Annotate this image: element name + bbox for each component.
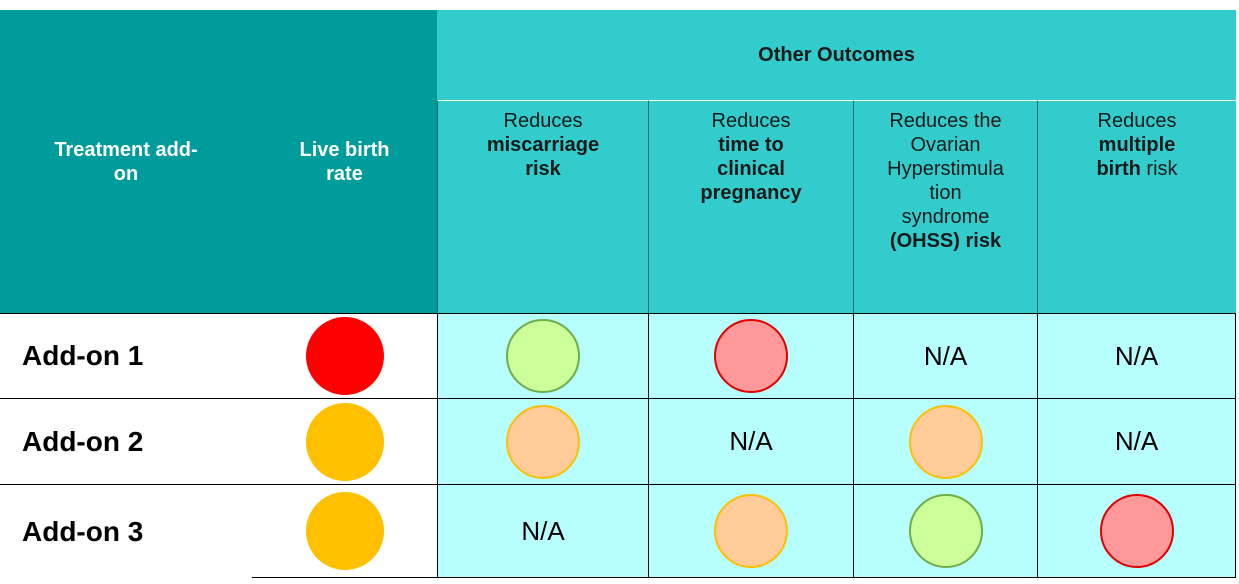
header-line: rate — [326, 162, 363, 186]
table-cell: N/A — [648, 398, 853, 484]
table-cell: N/A — [1037, 398, 1236, 484]
header-text: syndrome — [901, 206, 990, 228]
header-text: Treatment add- — [54, 138, 198, 161]
header-line: Treatment add- — [54, 138, 197, 162]
row-label: Add-on 1 — [0, 313, 252, 398]
header-text: risk — [525, 158, 561, 180]
status-circle — [305, 402, 384, 481]
header-line: multiple — [1099, 133, 1176, 157]
status-circle — [714, 319, 788, 393]
header-cell: Live birth rate — [252, 10, 437, 313]
header-text: time to — [718, 134, 784, 156]
header-text: Ovarian — [910, 134, 981, 156]
table-cell — [252, 313, 437, 398]
table-cell — [853, 398, 1037, 484]
header-line: time to — [718, 133, 784, 157]
header-line: Live birth — [299, 138, 389, 162]
header-text: multiple — [1098, 134, 1176, 156]
header-line: risk — [525, 157, 561, 181]
header-line: miscarriage — [487, 133, 599, 157]
header-text: Reduces — [1097, 110, 1177, 132]
header-line: tion — [929, 181, 961, 205]
status-circle — [305, 317, 384, 395]
table-cell — [437, 398, 648, 484]
header-line: Hyperstimula — [887, 157, 1004, 181]
header-line: Reduces the — [889, 109, 1001, 133]
header-text: Reduces — [711, 110, 791, 132]
table-cell — [648, 484, 853, 578]
header-text: Reduces the — [889, 110, 1002, 132]
status-circle — [908, 494, 983, 568]
table-cell — [853, 484, 1037, 578]
status-circle — [305, 492, 384, 570]
group-header: Other Outcomes — [437, 10, 1236, 100]
row-label: Add-on 3 — [0, 484, 252, 578]
table-cell: N/A — [853, 313, 1037, 398]
header-cell: Treatment add-on — [0, 10, 252, 313]
header-line: clinical — [717, 157, 785, 181]
header-text: on — [113, 162, 139, 185]
header-line: (OHSS) risk — [890, 229, 1001, 253]
header-text: (OHSS) risk — [889, 230, 1002, 252]
status-circle — [908, 404, 983, 479]
status-circle — [714, 494, 788, 568]
header-line: birth risk — [1096, 157, 1177, 181]
table-cell — [252, 398, 437, 484]
header-text: rate — [326, 162, 363, 185]
header-text: tion — [929, 182, 962, 204]
header-line: Reduces — [1098, 109, 1177, 133]
table-cell: N/A — [437, 484, 648, 578]
table-cell — [437, 313, 648, 398]
header-cell: Reduces miscarriage risk — [437, 100, 648, 313]
status-circle — [506, 404, 580, 479]
status-circle — [1099, 494, 1174, 568]
header-cell: Reduces time to clinical pregnancy — [648, 100, 853, 313]
header-line: pregnancy — [700, 181, 801, 205]
status-circle — [506, 319, 580, 393]
table-cell — [1037, 484, 1236, 578]
row-label: Add-on 2 — [0, 398, 252, 484]
table-cell — [648, 313, 853, 398]
header-text: Live birth — [299, 138, 390, 161]
header-text: clinical — [717, 158, 785, 180]
header-text: pregnancy — [700, 182, 802, 204]
header-text: Hyperstimula — [887, 158, 1004, 180]
header-line: on — [114, 162, 138, 186]
header-text: risk — [1140, 158, 1178, 180]
header-text: birth — [1096, 158, 1141, 180]
header-text: miscarriage — [486, 134, 600, 156]
header-line: Ovarian — [910, 133, 980, 157]
header-text: Reduces — [503, 110, 583, 132]
table-cell — [252, 484, 437, 578]
header-cell: Reduces multiple birth risk — [1037, 100, 1236, 313]
header-cell: Reduces the Ovarian Hyperstimula tion syndro… — [853, 100, 1037, 313]
header-line: Reduces — [504, 109, 583, 133]
header-line: Reduces — [712, 109, 791, 133]
header-line: syndrome — [902, 205, 990, 229]
table-cell: N/A — [1037, 313, 1236, 398]
